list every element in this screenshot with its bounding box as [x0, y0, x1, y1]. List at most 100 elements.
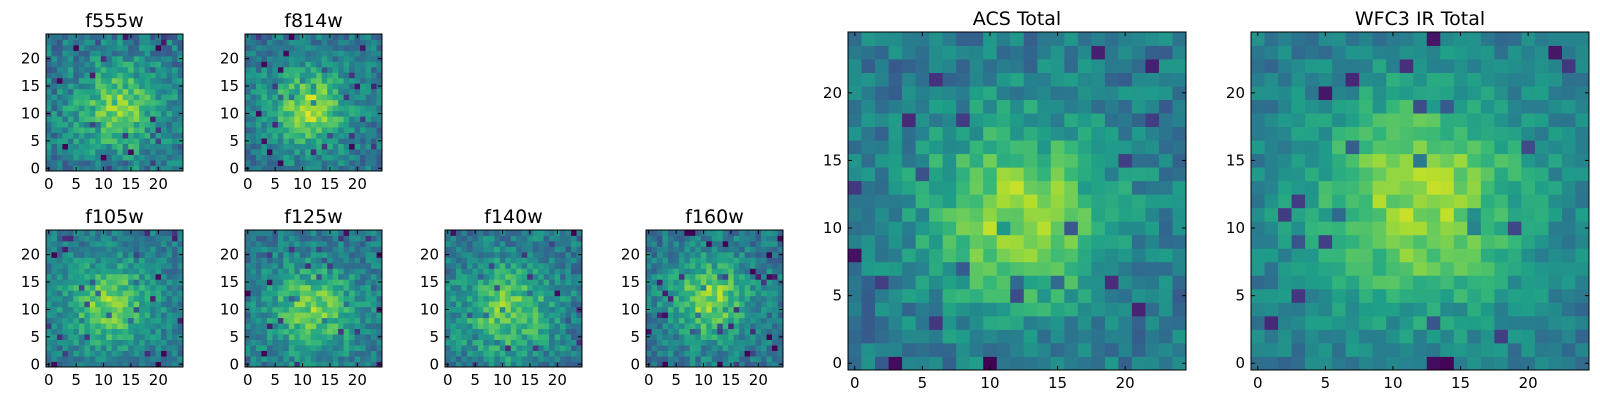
heatmap-cell	[95, 268, 102, 275]
heatmap-cell	[733, 246, 740, 253]
heatmap-cell	[376, 301, 383, 308]
heatmap-cell	[651, 328, 658, 335]
heatmap-cell	[888, 86, 903, 100]
heatmap-cell	[739, 284, 746, 291]
heatmap-cell	[739, 339, 746, 346]
heatmap-cell	[371, 257, 377, 264]
heatmap-cell	[51, 160, 58, 166]
heatmap-cell	[144, 39, 151, 46]
heatmap-cell	[365, 356, 372, 362]
heatmap-cell	[155, 160, 162, 166]
heatmap-cell	[1399, 221, 1414, 236]
heatmap-cell	[1575, 248, 1590, 263]
heatmap-cell	[266, 295, 273, 302]
heatmap-cell	[166, 350, 173, 357]
heatmap-cell	[288, 132, 295, 139]
heatmap-cell	[722, 301, 729, 308]
heatmap-cell	[332, 154, 339, 161]
heatmap-cell	[51, 356, 58, 362]
heatmap-cell	[349, 323, 355, 330]
heatmap-cell	[929, 59, 944, 73]
heatmap-cell	[510, 295, 517, 302]
heatmap-cell	[266, 356, 273, 362]
heatmap-cell	[1278, 194, 1292, 209]
heatmap-cell	[294, 345, 301, 351]
heatmap-cell	[78, 257, 85, 264]
heatmap-cell	[560, 240, 566, 247]
heatmap-cell	[56, 72, 63, 79]
heatmap-cell	[1091, 59, 1106, 73]
heatmap-cell	[161, 44, 167, 51]
heatmap-cell	[266, 105, 273, 112]
heatmap-cell	[472, 301, 479, 308]
heatmap-cell	[1037, 59, 1052, 73]
heatmap-cell	[549, 317, 555, 324]
heatmap-cell	[332, 262, 339, 269]
heatmap-cell	[277, 279, 284, 286]
heatmap-cell	[678, 230, 685, 236]
heatmap-cell	[360, 44, 366, 51]
heatmap-cell	[915, 356, 930, 371]
heatmap-cell	[294, 257, 301, 264]
heatmap-cell	[288, 306, 295, 313]
heatmap-cell	[717, 339, 724, 346]
heatmap-cell	[466, 317, 473, 324]
heatmap-cell	[483, 334, 490, 340]
heatmap-cell	[250, 361, 257, 368]
heatmap-cell	[321, 235, 328, 242]
heatmap-cell	[327, 132, 334, 139]
panel-title: f555w	[85, 10, 144, 32]
heatmap-cell	[695, 306, 702, 313]
heatmap-cell	[111, 94, 118, 101]
heatmap-cell	[128, 273, 135, 280]
heatmap-cell	[277, 154, 284, 161]
heatmap-cell	[155, 323, 162, 330]
heatmap-cell	[521, 257, 528, 264]
heatmap-cell	[969, 126, 984, 141]
heatmap-cell	[343, 44, 350, 51]
heatmap-cell	[750, 268, 756, 275]
heatmap-cell	[494, 306, 501, 313]
heatmap-cell	[177, 44, 184, 51]
heatmap-cell	[51, 94, 58, 101]
heatmap-cell	[499, 235, 506, 242]
heatmap-cell	[106, 105, 113, 112]
heatmap-cell	[250, 246, 257, 253]
heatmap-cell	[1023, 167, 1038, 182]
heatmap-cell	[1037, 234, 1052, 249]
heatmap-cell	[56, 356, 63, 362]
heatmap-cell	[261, 257, 268, 264]
heatmap-cell	[875, 153, 889, 168]
heatmap-cell	[1561, 194, 1576, 209]
heatmap-cell	[477, 284, 484, 291]
heatmap-cell	[1131, 86, 1146, 100]
heatmap-cell	[1386, 356, 1401, 371]
heatmap-cell	[266, 121, 273, 128]
heatmap-cell	[299, 72, 306, 79]
heatmap-cell	[527, 317, 534, 324]
heatmap-cell	[576, 290, 583, 297]
y-tick-label: 0	[429, 355, 439, 373]
heatmap-cell	[766, 306, 773, 313]
heatmap-cell	[349, 94, 355, 101]
heatmap-cell	[51, 143, 58, 150]
heatmap-cell	[1332, 315, 1347, 330]
heatmap-cell	[277, 77, 284, 84]
heatmap-cell	[445, 345, 451, 351]
heatmap-cell	[255, 127, 262, 134]
heatmap-cell	[371, 88, 377, 95]
heatmap-cell	[728, 301, 735, 308]
heatmap-cell	[343, 339, 350, 346]
heatmap-cell	[360, 88, 366, 95]
heatmap-cell	[316, 317, 323, 324]
heatmap-cell	[499, 334, 506, 340]
heatmap-cell	[150, 334, 156, 340]
heatmap-cell	[673, 301, 680, 308]
heatmap-cell	[56, 165, 63, 172]
heatmap-cell	[1534, 329, 1549, 344]
heatmap-cell	[288, 295, 295, 302]
heatmap-cell	[700, 240, 707, 247]
heatmap-cell	[277, 132, 284, 139]
heatmap-cell	[1548, 234, 1563, 249]
heatmap-cell	[472, 257, 479, 264]
